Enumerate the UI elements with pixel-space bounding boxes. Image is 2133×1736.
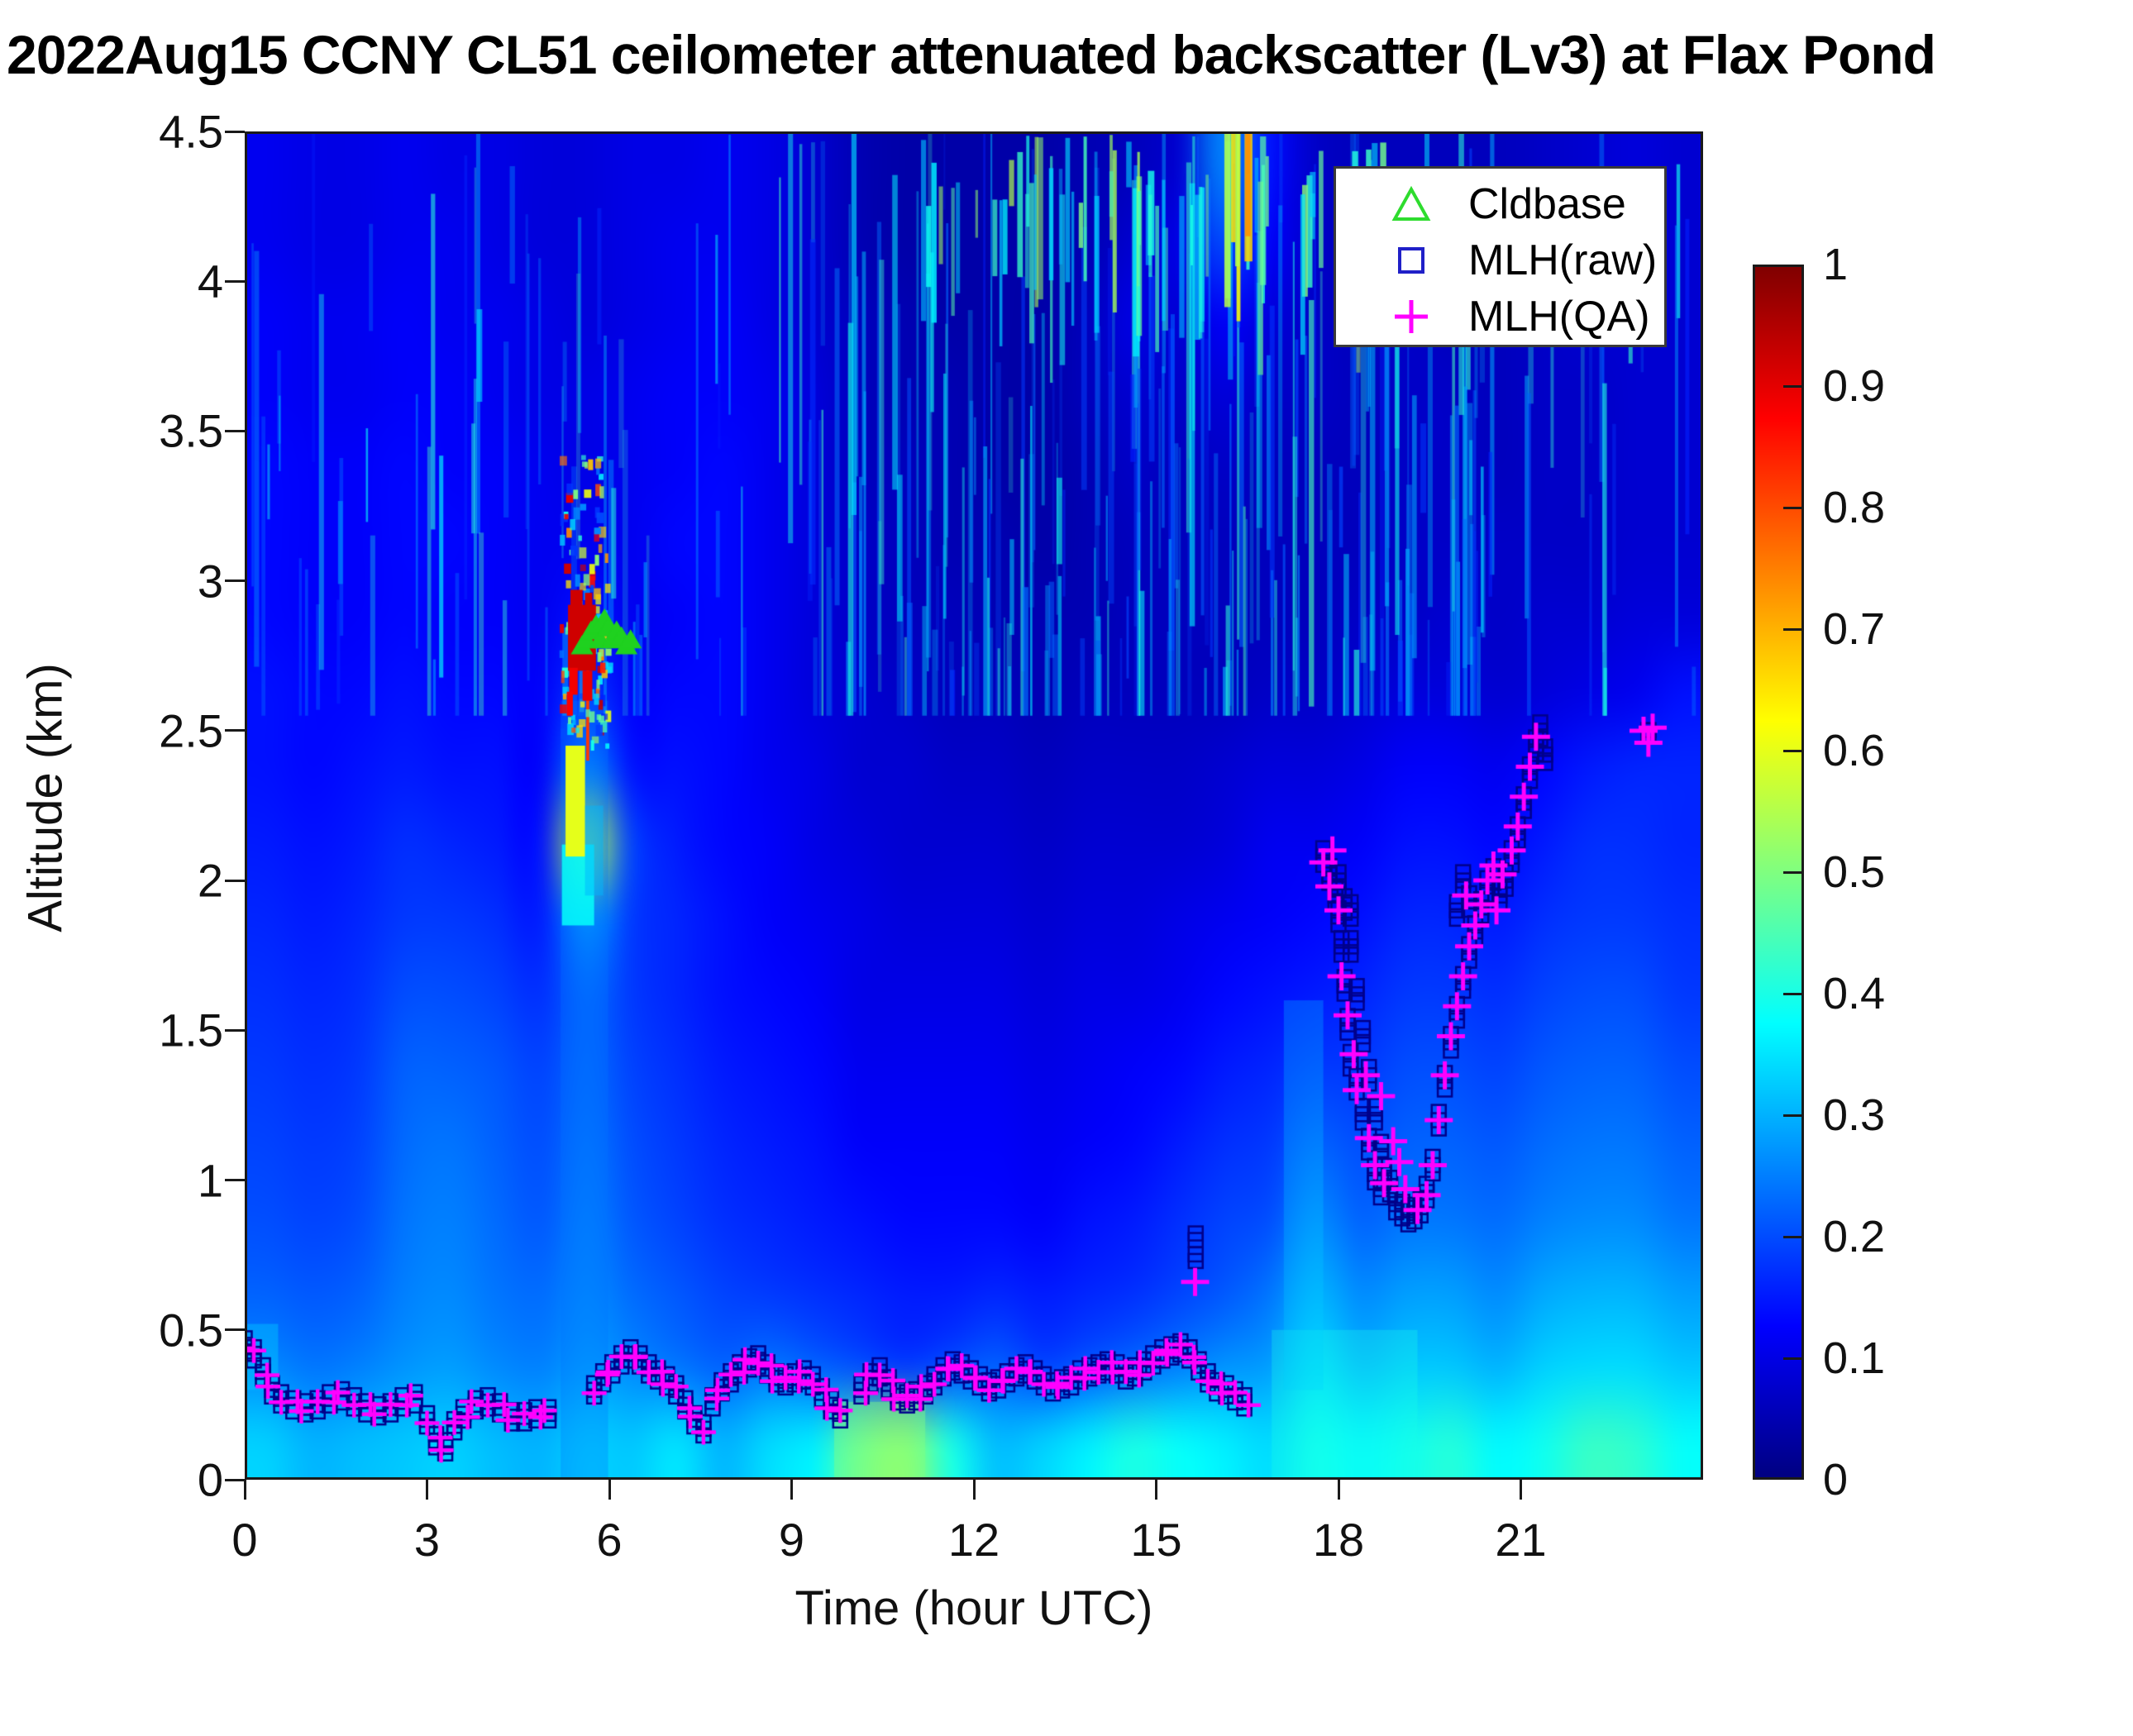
x-tick-label: 21 [1495,1514,1547,1566]
x-tick [426,1480,428,1500]
x-tick [1155,1480,1157,1500]
colorbar-tick [1783,627,1801,631]
colorbar-tick-label: 0.4 [1823,969,1886,1018]
x-tick-label: 6 [596,1514,623,1566]
y-tick [225,130,245,133]
x-tick-label: 0 [231,1514,258,1566]
y-tick [225,879,245,882]
colorbar-tick-label: 0.8 [1823,483,1886,532]
x-tick [1520,1480,1522,1500]
y-tick [225,1478,245,1481]
legend-label: Cldbase [1468,180,1626,228]
legend-label: MLH(raw) [1468,236,1658,284]
y-tick-label: 4.5 [159,105,223,158]
colorbar-tick-label: 0.3 [1823,1090,1886,1140]
y-tick-label: 2 [197,854,223,907]
colorbar-tick-label: 0.1 [1823,1333,1886,1383]
heatmap-canvas [245,131,1703,1480]
x-tick-label: 12 [947,1514,1000,1566]
colorbar-tick [1783,749,1801,752]
x-tick [972,1480,976,1500]
legend-item-mlh-raw: MLH(raw) [1336,231,1664,289]
plus-icon [1384,289,1439,344]
x-tick-label: 9 [778,1514,805,1566]
y-tick-label: 0.5 [159,1304,223,1357]
colorbar-tick [1783,384,1801,388]
colorbar-tick [1783,1114,1801,1117]
y-tick-label: 3.5 [159,404,223,457]
legend: Cldbase MLH(raw) MLH(QA) [1334,166,1667,347]
y-tick [225,1328,245,1332]
colorbar-tick-label: 0 [1823,1455,1849,1505]
y-tick-label: 1 [197,1154,223,1207]
colorbar-tick-label: 0.5 [1823,847,1886,897]
chart-title: 2022Aug15 CCNY CL51 ceilometer attenuate… [7,24,1936,85]
colorbar-tick-label: 0.9 [1823,361,1886,411]
y-tick [225,1179,245,1182]
square-icon [1384,233,1439,288]
colorbar-tick-label: 0.7 [1823,604,1886,654]
y-tick [225,729,245,732]
x-tick [243,1480,246,1500]
x-tick [608,1480,611,1500]
colorbar-tick [1783,1235,1801,1238]
y-tick [225,579,245,583]
x-tick [1337,1480,1340,1500]
y-tick-label: 0 [197,1453,223,1506]
legend-label: MLH(QA) [1468,293,1650,341]
y-tick [225,1028,245,1032]
legend-item-mlh-qa: MLH(QA) [1336,288,1664,346]
colorbar-tick-label: 0.2 [1823,1212,1886,1261]
x-tick-label: 15 [1130,1514,1182,1566]
colorbar-tick-label: 1 [1823,240,1849,289]
colorbar-tick [1783,506,1801,509]
y-tick-label: 2.5 [159,704,223,757]
colorbar-tick [1783,870,1801,874]
x-tick [790,1480,793,1500]
y-tick-label: 1.5 [159,1004,223,1056]
x-axis-label: Time (hour UTC) [795,1581,1153,1635]
x-tick-label: 3 [413,1514,441,1566]
triangle-icon [1384,177,1439,231]
colorbar-tick-label: 0.6 [1823,726,1886,775]
legend-item-cldbase: Cldbase [1336,175,1664,233]
colorbar-tick [1783,1357,1801,1360]
y-axis-label: Altitude (km) [18,663,73,932]
y-tick [225,429,245,432]
colorbar-tick [1783,992,1801,995]
y-tick-label: 4 [197,255,223,308]
y-tick [225,279,245,283]
x-tick-label: 18 [1312,1514,1365,1566]
y-tick-label: 3 [197,555,223,608]
